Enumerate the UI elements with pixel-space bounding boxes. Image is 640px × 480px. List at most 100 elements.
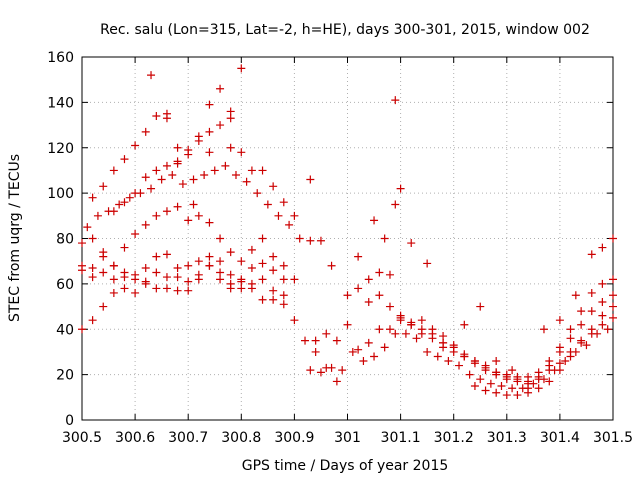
data-point	[184, 277, 193, 286]
data-point	[173, 286, 182, 295]
data-point	[609, 291, 617, 300]
data-point	[205, 148, 214, 157]
data-point	[88, 234, 97, 243]
data-point	[391, 96, 400, 105]
data-point	[200, 170, 209, 179]
data-point	[109, 207, 118, 216]
data-point	[571, 291, 580, 300]
data-point	[534, 368, 543, 377]
x-tick-label: 301.2	[434, 430, 474, 446]
data-point	[226, 270, 235, 279]
data-point	[555, 359, 564, 368]
data-point	[455, 361, 464, 370]
data-point	[147, 71, 156, 80]
data-point	[433, 352, 442, 361]
data-point	[184, 216, 193, 225]
data-point	[492, 357, 501, 366]
data-point	[205, 100, 214, 109]
data-point	[375, 291, 384, 300]
data-point	[587, 288, 596, 297]
data-point	[216, 268, 225, 277]
data-point	[205, 127, 214, 136]
data-point	[216, 121, 225, 130]
data-point	[306, 366, 315, 375]
data-point	[152, 284, 161, 293]
data-point	[184, 146, 193, 155]
data-point	[417, 325, 426, 334]
data-point	[609, 275, 617, 284]
data-point	[508, 366, 517, 375]
data-point	[115, 200, 124, 209]
data-point	[577, 307, 586, 316]
data-point	[173, 159, 182, 168]
data-point	[486, 379, 495, 388]
data-point	[327, 261, 336, 270]
data-point	[545, 357, 554, 366]
data-point	[141, 127, 150, 136]
data-point	[83, 223, 92, 232]
x-axis-label: GPS time / Days of year 2015	[242, 458, 449, 474]
data-point	[147, 184, 156, 193]
data-point	[99, 248, 108, 257]
data-point	[534, 384, 543, 393]
y-tick-label: 20	[56, 368, 74, 384]
data-point	[237, 284, 246, 293]
data-point	[598, 320, 607, 329]
data-point	[609, 313, 617, 322]
data-point	[237, 275, 246, 284]
data-point	[253, 189, 262, 198]
data-point	[481, 386, 490, 395]
data-point	[375, 268, 384, 277]
x-tick-label: 301	[334, 430, 361, 446]
data-point	[577, 320, 586, 329]
data-point	[258, 234, 267, 243]
data-point	[152, 166, 161, 175]
data-point	[316, 368, 325, 377]
data-point	[269, 266, 278, 275]
data-point	[247, 245, 256, 254]
x-tick-label: 300.6	[115, 430, 155, 446]
data-point	[173, 263, 182, 272]
data-point	[226, 114, 235, 123]
data-point	[603, 325, 612, 334]
data-points	[78, 64, 617, 400]
data-point	[269, 182, 278, 191]
data-point	[354, 284, 363, 293]
data-point	[274, 211, 283, 220]
data-point	[88, 193, 97, 202]
data-point	[141, 173, 150, 182]
data-point	[258, 275, 267, 284]
data-point	[385, 325, 394, 334]
y-tick-label: 80	[56, 232, 74, 248]
data-point	[364, 275, 373, 284]
data-point	[237, 148, 246, 157]
data-point	[598, 243, 607, 252]
data-point	[152, 252, 161, 261]
data-point	[497, 381, 506, 390]
data-point	[343, 320, 352, 329]
data-point	[460, 350, 469, 359]
data-point	[401, 329, 410, 338]
data-point	[194, 270, 203, 279]
data-point	[178, 180, 187, 189]
x-tick-label: 301.1	[381, 430, 421, 446]
data-point	[263, 200, 272, 209]
data-point	[109, 261, 118, 270]
data-point	[173, 202, 182, 211]
data-point	[131, 270, 140, 279]
data-point	[99, 302, 108, 311]
data-point	[120, 243, 129, 252]
data-point	[332, 336, 341, 345]
data-point	[502, 391, 511, 400]
data-point	[221, 161, 230, 170]
data-point	[162, 207, 171, 216]
chart-title: Rec. salu (Lon=315, Lat=-2, h=HE), days …	[100, 22, 590, 38]
data-point	[247, 166, 256, 175]
data-point	[152, 111, 161, 120]
data-point	[555, 316, 564, 325]
x-tick-label: 301.5	[593, 430, 633, 446]
data-point	[162, 284, 171, 293]
data-point	[524, 388, 533, 397]
data-point	[279, 261, 288, 270]
grid-lines	[81, 56, 614, 421]
